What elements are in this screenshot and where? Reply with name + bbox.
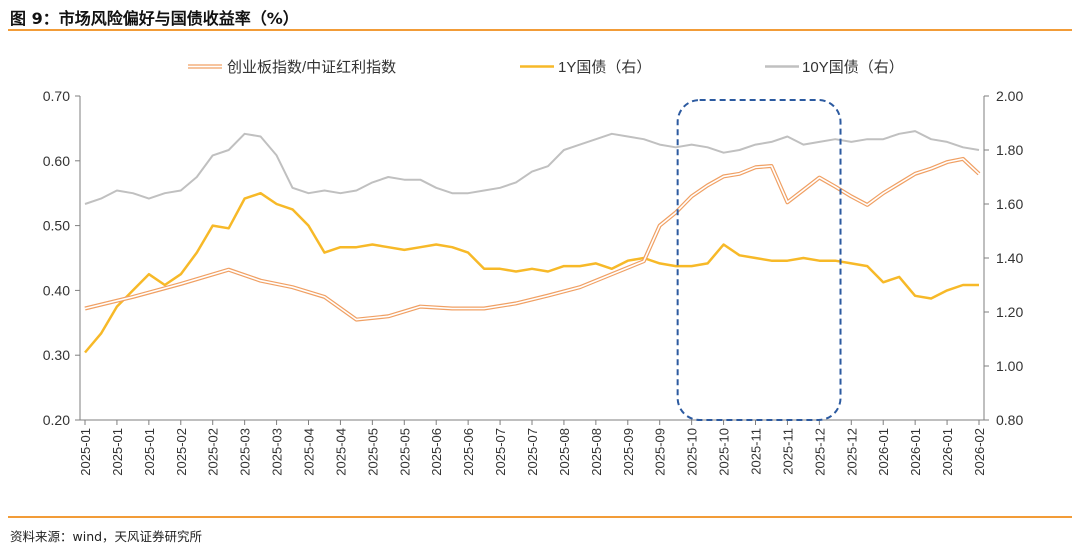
x-tick-label: 2025-12 bbox=[812, 428, 827, 476]
x-tick-label: 2025-06 bbox=[461, 428, 476, 476]
figure-title: 图 9：市场风险偏好与国债收益率（%） bbox=[10, 9, 299, 28]
series-line-10y bbox=[84, 130, 980, 205]
left-tick-label: 0.50 bbox=[43, 218, 70, 234]
right-tick-label: 1.80 bbox=[996, 142, 1023, 158]
right-tick-label: 1.20 bbox=[996, 304, 1023, 320]
x-tick-label: 2025-06 bbox=[429, 428, 444, 476]
x-tick-label: 2025-02 bbox=[206, 428, 221, 476]
left-tick-label: 0.40 bbox=[43, 282, 70, 298]
right-tick-label: 2.00 bbox=[996, 88, 1023, 104]
left-tick-label: 0.30 bbox=[43, 347, 70, 363]
right-tick-label: 1.00 bbox=[996, 358, 1023, 374]
x-tick-label: 2025-03 bbox=[238, 428, 253, 476]
legend-label-1y: 1Y国债（右） bbox=[558, 59, 651, 76]
x-tick-label: 2025-05 bbox=[365, 428, 380, 476]
x-tick-label: 2025-05 bbox=[397, 428, 412, 476]
chart-legend: 创业板指数/中证红利指数 1Y国债（右） 10Y国债（右） bbox=[188, 58, 904, 76]
x-tick-label: 2026-01 bbox=[908, 428, 923, 476]
legend-item-ratio: 创业板指数/中证红利指数 bbox=[188, 58, 396, 76]
x-tick-label: 2026-01 bbox=[876, 428, 891, 476]
x-tick-label: 2025-01 bbox=[110, 428, 125, 476]
x-tick-label: 2025-09 bbox=[653, 428, 668, 476]
legend-label-10y: 10Y国债（右） bbox=[802, 59, 904, 76]
left-tick-label: 0.20 bbox=[43, 412, 70, 428]
plot-area bbox=[84, 99, 981, 421]
right-tick-label: 1.60 bbox=[996, 196, 1023, 212]
series-line-ratio bbox=[84, 156, 981, 322]
x-tick-label: 2025-09 bbox=[621, 428, 636, 476]
x-tick-label: 2025-12 bbox=[844, 428, 859, 476]
x-tick-label: 2025-10 bbox=[717, 428, 732, 476]
legend-label-ratio: 创业板指数/中证红利指数 bbox=[227, 58, 396, 76]
x-tick-label: 2026-01 bbox=[940, 428, 955, 476]
x-tick-label: 2025-07 bbox=[525, 428, 540, 476]
x-tick-label: 2025-11 bbox=[780, 428, 795, 475]
x-tick-label: 2025-08 bbox=[589, 428, 604, 476]
left-tick-label: 0.70 bbox=[43, 88, 70, 104]
right-tick-label: 0.80 bbox=[996, 412, 1023, 428]
x-tick-label: 2025-01 bbox=[142, 428, 157, 476]
x-tick-label: 2025-04 bbox=[302, 428, 317, 476]
legend-item-1y: 1Y国债（右） bbox=[520, 59, 651, 76]
x-tick-label: 2025-01 bbox=[78, 428, 93, 476]
x-tick-label: 2026-02 bbox=[972, 428, 987, 476]
x-tick-label: 2025-07 bbox=[493, 428, 508, 476]
x-tick-label: 2025-03 bbox=[270, 428, 285, 476]
x-tick-label: 2025-04 bbox=[333, 428, 348, 476]
chart-axes: 0.20 0.30 0.40 0.50 0.60 0.70 0.80 1.00 1.20 1.40… bbox=[43, 88, 1024, 476]
source-note: 资料来源：wind，天风证券研究所 bbox=[10, 529, 203, 544]
top-divider bbox=[8, 29, 1072, 31]
x-tick-label: 2025-08 bbox=[557, 428, 572, 476]
highlight-box bbox=[676, 99, 842, 421]
bottom-divider bbox=[8, 516, 1072, 518]
right-tick-label: 1.40 bbox=[996, 250, 1023, 266]
x-tick-label: 2025-02 bbox=[174, 428, 189, 476]
series-line-ratio-inner bbox=[84, 158, 980, 321]
x-tick-label: 2025-11 bbox=[749, 428, 764, 475]
left-tick-label: 0.60 bbox=[43, 153, 70, 169]
legend-item-10y: 10Y国债（右） bbox=[765, 59, 904, 76]
x-tick-label: 2025-10 bbox=[685, 428, 700, 476]
series-line-1y bbox=[84, 191, 979, 354]
